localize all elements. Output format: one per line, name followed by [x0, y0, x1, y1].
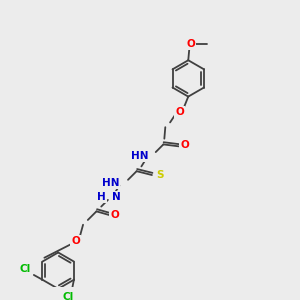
Text: O: O — [180, 140, 189, 150]
Text: O: O — [175, 107, 184, 117]
Text: O: O — [71, 236, 80, 246]
Text: HN: HN — [102, 178, 119, 188]
Text: S: S — [156, 170, 163, 180]
Text: Cl: Cl — [63, 292, 74, 300]
Text: N: N — [112, 192, 121, 202]
Text: Cl: Cl — [20, 264, 31, 274]
Text: O: O — [187, 39, 196, 49]
Text: O: O — [110, 210, 119, 220]
Text: H: H — [97, 192, 106, 202]
Text: HN: HN — [130, 151, 148, 161]
